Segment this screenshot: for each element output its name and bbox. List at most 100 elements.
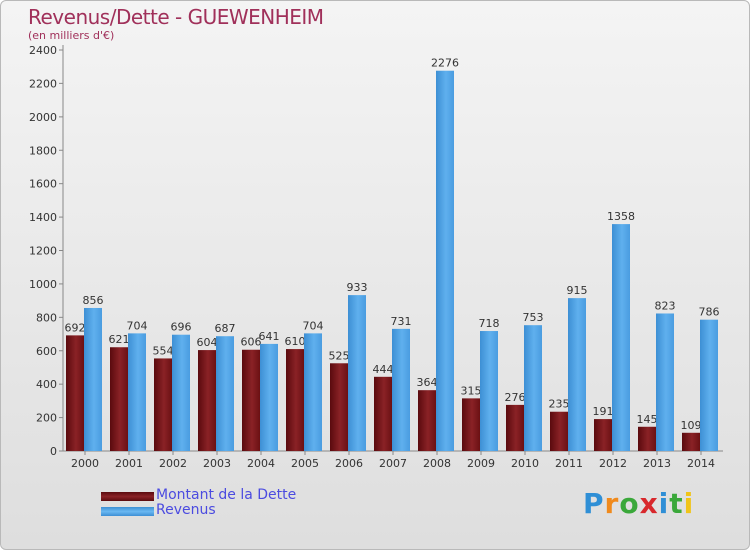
- x-tick-label: 2014: [687, 457, 715, 470]
- legend-swatch-revenus: [101, 507, 154, 516]
- data-label: 145: [637, 413, 658, 426]
- logo-letter: o: [619, 487, 640, 520]
- data-label: 856: [83, 294, 104, 307]
- data-label: 235: [549, 398, 570, 411]
- x-tick-label: 2003: [203, 457, 231, 470]
- logo-letter: i: [683, 487, 695, 520]
- x-tick-label: 2006: [335, 457, 363, 470]
- bar-revenus: [480, 331, 498, 451]
- bar-dette: [242, 349, 260, 451]
- data-label: 786: [699, 306, 720, 319]
- data-label: 109: [681, 419, 702, 432]
- y-tick-label: 1800: [29, 144, 57, 157]
- y-tick-label: 200: [36, 412, 57, 425]
- data-label: 276: [505, 391, 526, 404]
- x-tick-label: 2005: [291, 457, 319, 470]
- bar-dette: [374, 376, 392, 451]
- data-label: 621: [109, 333, 130, 346]
- x-tick-label: 2011: [555, 457, 583, 470]
- bar-revenus: [84, 307, 102, 451]
- y-tick-label: 2000: [29, 111, 57, 124]
- x-tick-label: 2013: [643, 457, 671, 470]
- x-tick-label: 2000: [71, 457, 99, 470]
- bar-revenus: [568, 298, 586, 451]
- data-label: 687: [215, 322, 236, 335]
- bar-revenus: [392, 328, 410, 451]
- logo-letter: P: [583, 487, 605, 520]
- bar-dette: [418, 390, 436, 451]
- data-label: 731: [391, 315, 412, 328]
- data-label: 525: [329, 349, 350, 362]
- bar-dette: [110, 347, 128, 451]
- bar-dette: [506, 404, 524, 451]
- data-label: 610: [285, 335, 306, 348]
- proxiti-logo: Proxiti: [583, 487, 694, 520]
- legend-label-revenus: Revenus: [156, 502, 216, 518]
- legend-label-dette: Montant de la Dette: [156, 487, 297, 503]
- y-tick-label: 600: [36, 345, 57, 358]
- x-tick-label: 2007: [379, 457, 407, 470]
- data-label: 315: [461, 384, 482, 397]
- data-label: 1358: [607, 210, 635, 223]
- y-tick-label: 1200: [29, 245, 57, 258]
- y-tick-label: 1000: [29, 278, 57, 291]
- bar-dette: [594, 419, 612, 451]
- bar-revenus: [128, 333, 146, 451]
- x-tick-label: 2010: [511, 457, 539, 470]
- data-label: 933: [347, 281, 368, 294]
- data-label: 753: [523, 311, 544, 324]
- logo-letter: t: [669, 487, 684, 520]
- x-tick-label: 2001: [115, 457, 143, 470]
- x-tick-label: 2004: [247, 457, 275, 470]
- bar-dette: [286, 349, 304, 451]
- x-tick-label: 2009: [467, 457, 495, 470]
- data-label: 704: [127, 319, 148, 332]
- y-tick-label: 400: [36, 378, 57, 391]
- data-label: 915: [567, 284, 588, 297]
- bar-revenus: [700, 319, 718, 451]
- bar-revenus: [216, 336, 234, 451]
- data-label: 718: [479, 317, 500, 330]
- data-label: 641: [259, 330, 280, 343]
- logo-letter: i: [658, 487, 670, 520]
- bar-dette: [66, 335, 84, 451]
- bar-revenus: [260, 343, 278, 451]
- y-tick-label: 2200: [29, 77, 57, 90]
- logo-letter: r: [604, 487, 620, 520]
- data-label: 604: [197, 336, 218, 349]
- x-tick-label: 2008: [423, 457, 451, 470]
- data-label: 444: [373, 363, 394, 376]
- bar-revenus: [172, 334, 190, 451]
- bar-revenus: [304, 333, 322, 451]
- y-tick-label: 1600: [29, 178, 57, 191]
- chart-subtitle: (en milliers d'€): [28, 29, 115, 42]
- bar-revenus: [436, 70, 454, 452]
- data-label: 364: [417, 376, 438, 389]
- x-tick-label: 2002: [159, 457, 187, 470]
- y-tick-label: 0: [50, 445, 57, 458]
- data-label: 696: [171, 321, 192, 334]
- bar-dette: [154, 358, 172, 451]
- data-label: 823: [655, 299, 676, 312]
- bar-revenus: [656, 313, 674, 451]
- legend-swatch-dette: [101, 492, 154, 501]
- data-label: 606: [241, 336, 262, 349]
- logo-letter: x: [639, 487, 659, 520]
- data-label: 704: [303, 319, 324, 332]
- bar-revenus: [524, 325, 542, 451]
- bar-dette: [198, 350, 216, 451]
- bar-dette: [638, 426, 656, 451]
- bar-dette: [682, 432, 700, 451]
- y-tick-label: 2400: [29, 44, 57, 57]
- data-label: 692: [65, 321, 86, 334]
- y-tick-label: 1400: [29, 211, 57, 224]
- chart-title: Revenus/Dette - GUEWENHEIM: [28, 5, 324, 29]
- bar-revenus: [612, 224, 630, 451]
- y-tick-label: 800: [36, 311, 57, 324]
- data-label: 2276: [431, 57, 459, 70]
- bar-dette: [462, 398, 480, 451]
- data-label: 191: [593, 405, 614, 418]
- bar-revenus: [348, 295, 366, 451]
